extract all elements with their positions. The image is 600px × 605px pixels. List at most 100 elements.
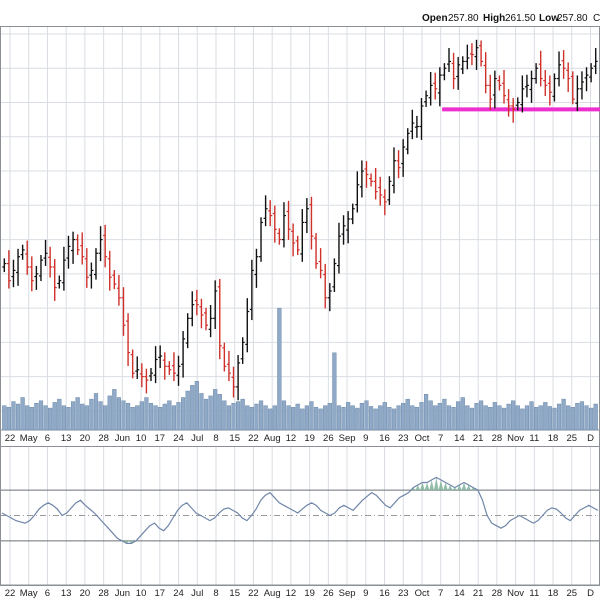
- x-tick-label-rsi: 25: [566, 588, 577, 599]
- x-tick-label-rsi: 28: [98, 588, 109, 599]
- volume-bar: [231, 402, 236, 431]
- volume-bar: [543, 402, 548, 431]
- x-tick-label-rsi: May: [20, 588, 38, 599]
- x-tick-label: Nov: [507, 433, 524, 444]
- x-tick-label: Jul: [191, 433, 203, 444]
- volume-bar: [236, 401, 241, 431]
- volume-bar: [446, 405, 452, 431]
- price-panel: [0, 26, 600, 447]
- volume-bar: [323, 405, 328, 431]
- volume-bar: [414, 407, 419, 431]
- x-tick-label-rsi: Nov: [507, 588, 524, 599]
- close-label-partial: C: [593, 13, 600, 24]
- volume-bar: [318, 408, 323, 431]
- volume-bar: [474, 402, 479, 431]
- x-tick-label: 12: [286, 433, 297, 444]
- volume-bar: [547, 406, 552, 431]
- volume-bar: [75, 397, 80, 431]
- volume-bar: [584, 405, 589, 431]
- volume-bar: [483, 405, 488, 431]
- x-tick-label: May: [20, 433, 38, 444]
- volume-bar: [199, 393, 204, 431]
- volume-bar: [153, 405, 158, 431]
- volume-bar: [579, 401, 585, 431]
- volume-bar: [272, 405, 277, 431]
- x-tick-label: 24: [173, 433, 184, 444]
- x-tick-label: 10: [136, 433, 147, 444]
- volume-bar: [158, 407, 163, 431]
- volume-bar: [492, 402, 497, 431]
- x-tick-label: 7: [438, 433, 443, 444]
- volume-bar: [433, 405, 438, 431]
- volume-bar: [529, 401, 534, 431]
- volume-bar: [488, 407, 493, 431]
- volume-bar: [190, 385, 195, 431]
- x-tick-label-rsi: 9: [363, 588, 368, 599]
- x-tick-label-rsi: 23: [398, 588, 409, 599]
- volume-bar: [341, 407, 346, 431]
- x-tick-label-rsi: 20: [80, 588, 91, 599]
- volume-bar: [15, 403, 21, 431]
- x-tick-label-rsi: Aug: [264, 588, 281, 599]
- volume-bar: [350, 405, 355, 431]
- volume-bar: [332, 352, 337, 431]
- rsi-overbought-fill: [410, 477, 476, 491]
- x-tick-label: 22: [248, 433, 259, 444]
- x-tick-label: 15: [229, 433, 240, 444]
- volume-bar: [139, 401, 144, 431]
- volume-bar: [382, 402, 387, 431]
- volume-bar: [121, 400, 126, 431]
- x-tick-label-rsi: 21: [473, 588, 484, 599]
- volume-bar: [309, 401, 314, 431]
- volume-bar: [93, 393, 99, 431]
- x-tick-label-rsi: 12: [286, 588, 297, 599]
- volume-bar: [373, 408, 378, 431]
- volume-bar: [552, 407, 557, 431]
- volume-bar: [185, 390, 190, 431]
- x-tick-label: 28: [492, 433, 503, 444]
- x-tick-label-rsi: 14: [454, 588, 465, 599]
- volume-bar: [25, 405, 30, 431]
- volume-bar: [263, 405, 268, 431]
- volume-bar: [38, 400, 44, 431]
- rsi-line: [1, 476, 599, 544]
- x-tick-label: 19: [304, 433, 315, 444]
- volume-bar: [465, 405, 470, 431]
- volume-bar: [391, 408, 397, 431]
- x-tick-label-rsi: 19: [304, 588, 315, 599]
- x-tick-label: 22: [5, 433, 16, 444]
- volume-bar: [2, 405, 7, 431]
- volume-bar: [295, 403, 300, 431]
- volume-bar: [442, 398, 447, 431]
- x-tick-label: 6: [45, 433, 50, 444]
- volume-bar: [520, 408, 525, 431]
- volume-bar: [304, 405, 309, 431]
- x-tick-label-rsi: 6: [45, 588, 50, 599]
- x-tick-label: Aug: [264, 433, 281, 444]
- volume-bar: [52, 402, 57, 431]
- volume-bar: [208, 395, 213, 431]
- volume-bar: [327, 402, 332, 431]
- volume-bar: [378, 405, 383, 431]
- x-tick-label-rsi: 18: [548, 588, 559, 599]
- x-tick-label: 17: [155, 433, 166, 444]
- volume-bar: [107, 395, 112, 431]
- x-tick-label-rsi: 28: [492, 588, 503, 599]
- volume-bar: [98, 401, 103, 431]
- x-tick-label-rsi: Jul: [191, 588, 203, 599]
- volume-bar: [57, 398, 62, 431]
- x-tick-label-rsi: D: [587, 588, 594, 599]
- volume-bar: [11, 401, 16, 431]
- volume-bar: [125, 402, 131, 431]
- volume-bar: [401, 402, 406, 431]
- x-tick-label: Jun: [115, 433, 130, 444]
- x-tick-label: Oct: [415, 433, 430, 444]
- volume-bar: [515, 405, 520, 431]
- x-tick-label-rsi: 22: [5, 588, 16, 599]
- volume-bar: [277, 307, 282, 431]
- volume-bar: [162, 403, 167, 431]
- volume-bar: [103, 405, 108, 431]
- volume-bar: [506, 403, 511, 431]
- open-value: 257.80: [448, 13, 479, 24]
